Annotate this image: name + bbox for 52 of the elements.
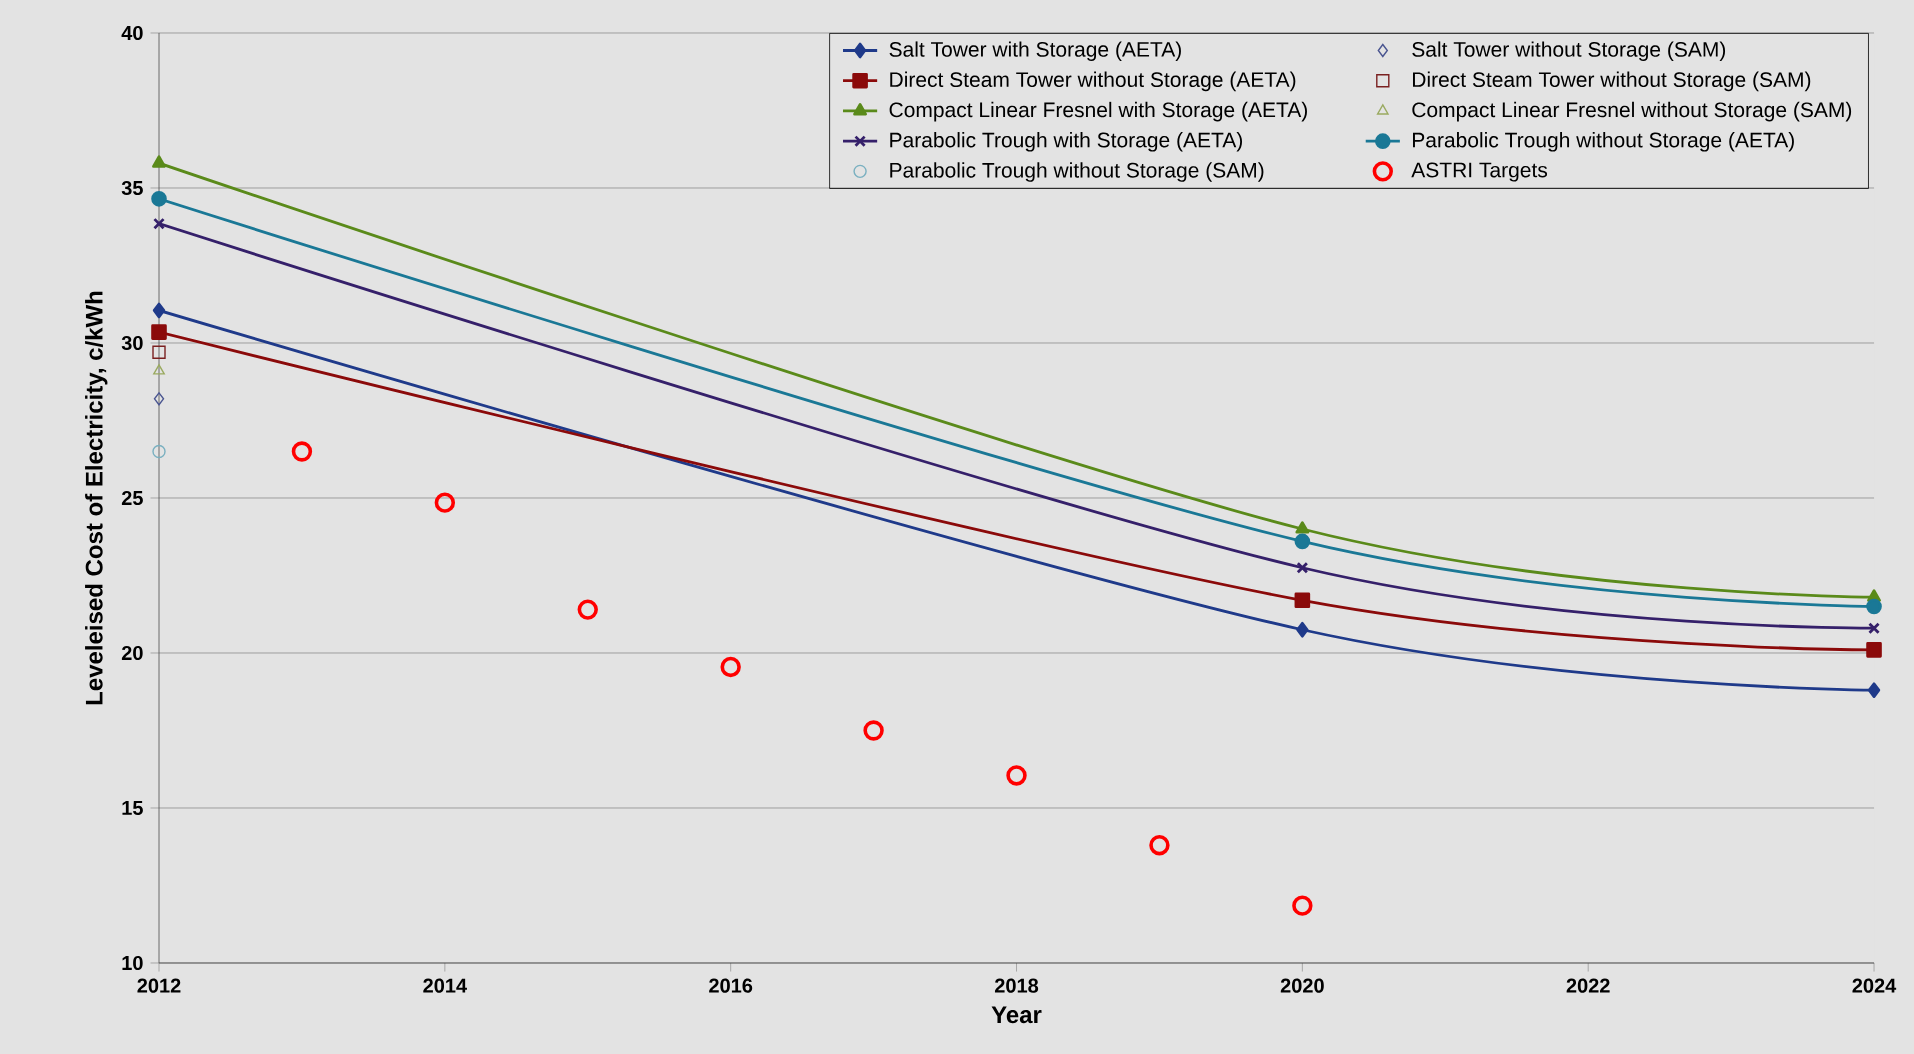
point (1149, 835, 1170, 856)
y-tick-label: 10 (122, 955, 143, 971)
x-tick-label: 2018 (994, 978, 1039, 993)
point (1866, 642, 1882, 658)
point (152, 345, 166, 359)
point (577, 599, 598, 620)
point (1294, 533, 1311, 550)
point (434, 492, 456, 513)
legend-label: ASTRI Targets (1411, 162, 1548, 182)
point (1867, 682, 1881, 698)
legend-label: Direct Steam Tower without Storage (AETA) (890, 71, 1296, 92)
point (720, 656, 741, 678)
y-tick-label: 25 (121, 490, 143, 506)
point (1006, 765, 1027, 786)
legend-label: Parabolic Trough with Storage (AETA) (890, 132, 1243, 152)
legend-label: Direct Steam Tower without Storage (SAM) (1413, 71, 1811, 92)
legend-label: Compact Linear Fresnel with Storage (AETA) (889, 101, 1307, 122)
point (153, 364, 165, 375)
point (291, 441, 313, 462)
x-tick-label: 2016 (709, 978, 753, 993)
legend-label: Compact Linear Fresnel without Storage (SAM) (1412, 101, 1852, 122)
point (1294, 592, 1311, 609)
point (153, 392, 165, 406)
x-axis-title: Year (991, 1006, 1042, 1024)
y-tick-label: 15 (122, 801, 143, 815)
point (1868, 622, 1880, 635)
point (152, 302, 166, 319)
point (1296, 561, 1309, 574)
x-tick-label: 2012 (137, 978, 181, 993)
point (151, 191, 167, 207)
point (151, 324, 167, 340)
x-tick-label: 2020 (1280, 978, 1324, 993)
y-tick-label: 30 (121, 335, 143, 351)
y-axis-title: Leveleised Cost of Electricity, c/kWh (85, 291, 108, 705)
point (152, 155, 166, 168)
point (1296, 621, 1309, 638)
point (152, 444, 166, 459)
point (1292, 895, 1313, 916)
legend-label: Parabolic Trough without Storage (AETA) (1413, 132, 1794, 152)
x-tick-label: 2022 (1566, 978, 1610, 993)
y-tick-label: 40 (121, 25, 143, 41)
y-tick-label: 35 (121, 180, 143, 196)
legend-label: Parabolic Trough without Storage (SAM) (890, 162, 1264, 182)
legend-label: Salt Tower with Storage (AETA) (889, 41, 1181, 61)
y-tick-label: 20 (121, 645, 143, 661)
point (1295, 521, 1310, 534)
x-tick-label: 2024 (1852, 978, 1897, 993)
point (153, 217, 165, 230)
point (863, 720, 884, 741)
legend-label: Salt Tower without Storage (SAM) (1412, 41, 1726, 61)
point (1866, 598, 1882, 615)
x-tick-label: 2014 (423, 978, 467, 993)
